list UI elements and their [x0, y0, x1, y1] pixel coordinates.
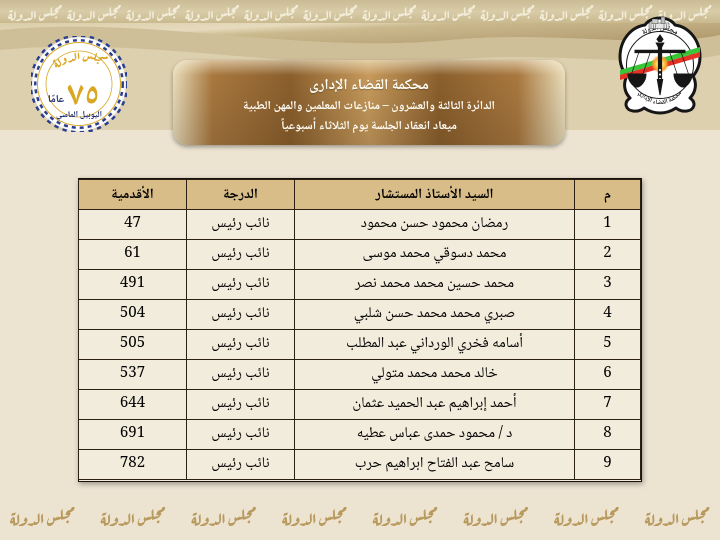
svg-text:عامًا: عامًا: [48, 91, 65, 109]
svg-text:اليوبيل الماسي: اليوبيل الماسي: [56, 109, 102, 123]
